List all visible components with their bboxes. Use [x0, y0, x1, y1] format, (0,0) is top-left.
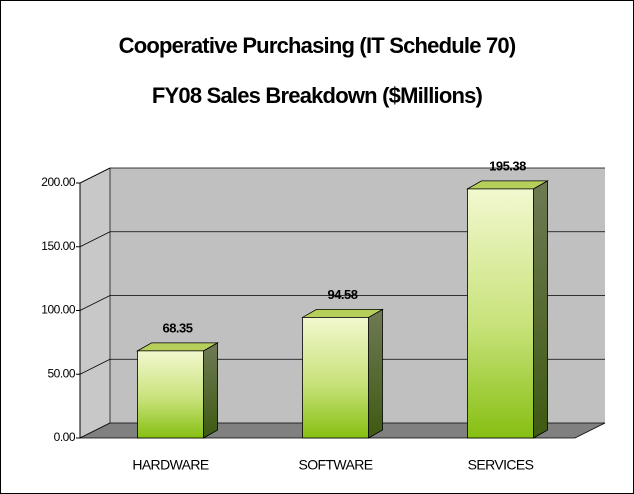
y-tick-label: 0.00 — [54, 430, 76, 444]
bar-side — [533, 180, 548, 439]
bar — [137, 350, 204, 439]
grid-line — [79, 295, 111, 311]
bar-top — [300, 309, 385, 318]
chart-subtitle: FY08 Sales Breakdown ($Millions) — [152, 83, 483, 108]
bar-side — [203, 342, 218, 439]
x-tick-label: SOFTWARE — [298, 457, 372, 473]
x-tick-label: SERVICES — [468, 457, 534, 473]
y-tick-label: 200.00 — [41, 175, 76, 189]
x-tick-label: HARDWARE — [132, 457, 209, 473]
value-label: 195.38 — [489, 158, 526, 173]
chart-title: Cooperative Purchasing (IT Schedule 70) — [119, 33, 516, 58]
value-label: 94.58 — [327, 287, 357, 302]
bar — [467, 188, 534, 439]
bar-top — [135, 342, 220, 352]
value-label: 68.35 — [162, 320, 192, 335]
y-tick-label: 100.00 — [41, 303, 76, 317]
grid-line — [79, 231, 111, 248]
y-tick-label: 150.00 — [41, 239, 76, 253]
y-tick-label: 50.00 — [47, 366, 75, 380]
grid-line — [79, 167, 111, 184]
grid-line — [79, 358, 111, 375]
bar — [302, 317, 369, 439]
bar-top — [465, 180, 550, 190]
bar-side — [368, 308, 383, 439]
